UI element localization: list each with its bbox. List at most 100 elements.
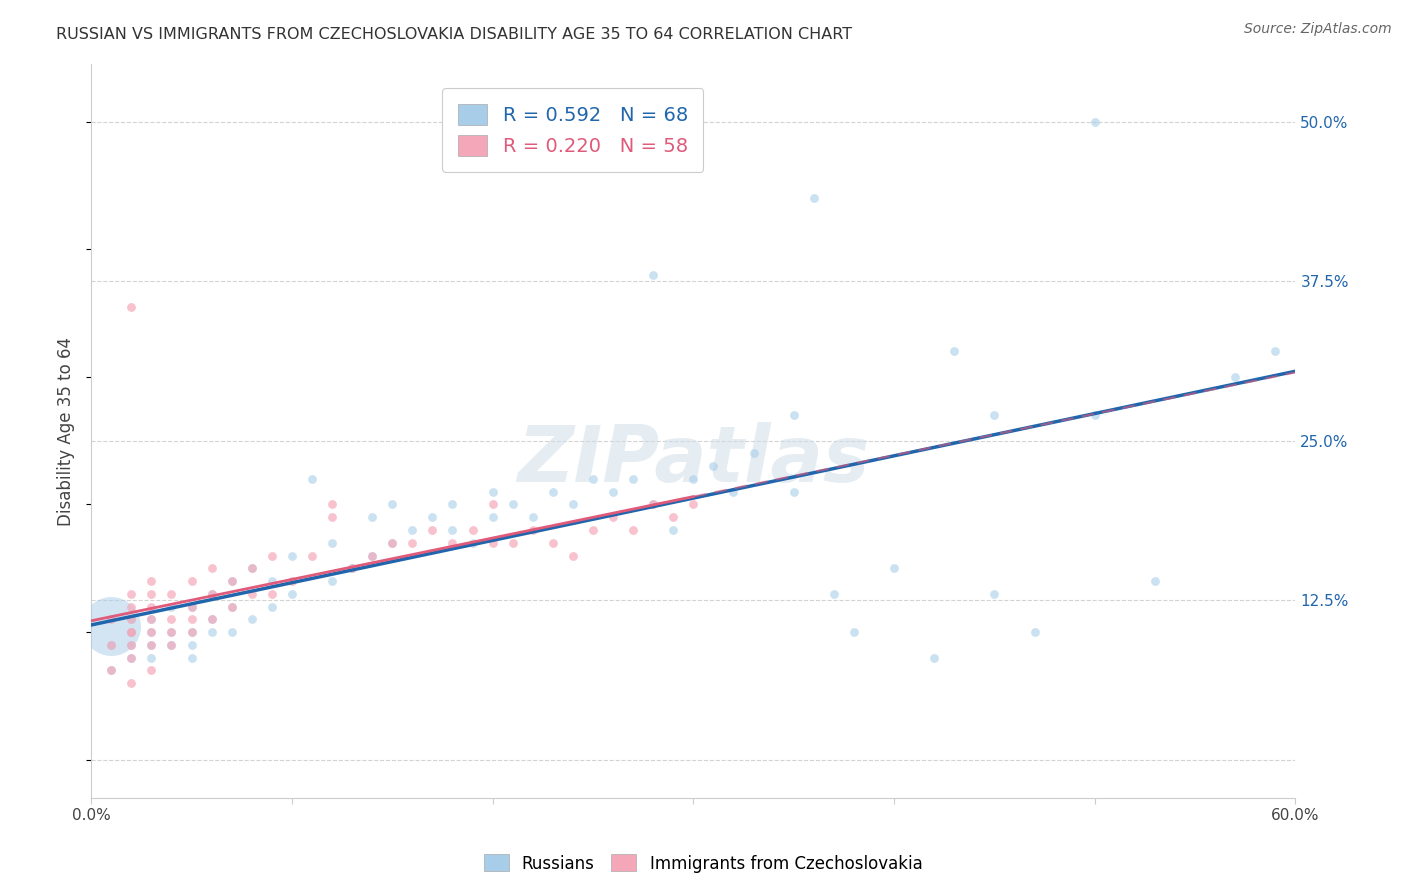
Point — [180, 625, 202, 640]
Point — [321, 510, 343, 524]
Point — [240, 561, 263, 575]
Point — [260, 549, 283, 563]
Point — [260, 599, 283, 614]
Point — [522, 510, 544, 524]
Point — [823, 587, 845, 601]
Point — [281, 549, 304, 563]
Point — [422, 523, 444, 537]
Point — [361, 549, 384, 563]
Point — [180, 625, 202, 640]
Point — [120, 300, 142, 314]
Point — [141, 574, 163, 588]
Legend: Russians, Immigrants from Czechoslovakia: Russians, Immigrants from Czechoslovakia — [477, 847, 929, 880]
Point — [621, 472, 644, 486]
Point — [502, 535, 524, 549]
Point — [260, 587, 283, 601]
Point — [340, 561, 363, 575]
Point — [141, 625, 163, 640]
Text: RUSSIAN VS IMMIGRANTS FROM CZECHOSLOVAKIA DISABILITY AGE 35 TO 64 CORRELATION CH: RUSSIAN VS IMMIGRANTS FROM CZECHOSLOVAKI… — [56, 27, 852, 42]
Point — [180, 638, 202, 652]
Point — [120, 650, 142, 665]
Point — [522, 523, 544, 537]
Point — [1264, 344, 1286, 359]
Point — [1024, 625, 1046, 640]
Point — [381, 535, 404, 549]
Point — [643, 498, 665, 512]
Point — [141, 625, 163, 640]
Point — [281, 587, 304, 601]
Point — [381, 535, 404, 549]
Point — [361, 510, 384, 524]
Point — [1084, 114, 1107, 128]
Point — [200, 612, 222, 626]
Point — [782, 408, 804, 422]
Point — [621, 523, 644, 537]
Point — [141, 664, 163, 678]
Point — [842, 625, 865, 640]
Point — [723, 484, 745, 499]
Y-axis label: Disability Age 35 to 64: Disability Age 35 to 64 — [58, 336, 75, 525]
Point — [301, 549, 323, 563]
Point — [260, 574, 283, 588]
Point — [582, 523, 605, 537]
Point — [160, 625, 183, 640]
Point — [240, 561, 263, 575]
Point — [200, 625, 222, 640]
Point — [561, 549, 583, 563]
Point — [481, 498, 503, 512]
Point — [602, 510, 624, 524]
Point — [441, 498, 464, 512]
Point — [120, 650, 142, 665]
Point — [120, 625, 142, 640]
Point — [120, 625, 142, 640]
Point — [141, 599, 163, 614]
Point — [401, 535, 423, 549]
Point — [662, 523, 685, 537]
Point — [120, 599, 142, 614]
Point — [160, 625, 183, 640]
Point — [100, 638, 122, 652]
Point — [803, 191, 825, 205]
Point — [160, 638, 183, 652]
Point — [160, 587, 183, 601]
Point — [120, 612, 142, 626]
Point — [120, 638, 142, 652]
Point — [221, 599, 243, 614]
Point — [221, 574, 243, 588]
Point — [200, 587, 222, 601]
Point — [281, 574, 304, 588]
Point — [1225, 369, 1247, 384]
Point — [943, 344, 966, 359]
Point — [180, 650, 202, 665]
Point — [381, 498, 404, 512]
Point — [481, 535, 503, 549]
Point — [441, 535, 464, 549]
Point — [662, 510, 685, 524]
Point — [100, 664, 122, 678]
Point — [141, 638, 163, 652]
Point — [742, 446, 765, 460]
Point — [200, 561, 222, 575]
Point — [160, 599, 183, 614]
Point — [100, 612, 122, 626]
Point — [561, 498, 583, 512]
Point — [120, 676, 142, 690]
Point — [582, 472, 605, 486]
Point — [541, 535, 564, 549]
Point — [100, 664, 122, 678]
Point — [321, 535, 343, 549]
Point — [461, 523, 484, 537]
Point — [643, 268, 665, 282]
Point — [221, 625, 243, 640]
Point — [180, 574, 202, 588]
Point — [221, 599, 243, 614]
Point — [922, 650, 945, 665]
Point — [180, 612, 202, 626]
Text: ZIPatlas: ZIPatlas — [517, 423, 869, 499]
Point — [321, 498, 343, 512]
Point — [180, 599, 202, 614]
Point — [141, 612, 163, 626]
Point — [240, 612, 263, 626]
Point — [983, 587, 1005, 601]
Point — [160, 638, 183, 652]
